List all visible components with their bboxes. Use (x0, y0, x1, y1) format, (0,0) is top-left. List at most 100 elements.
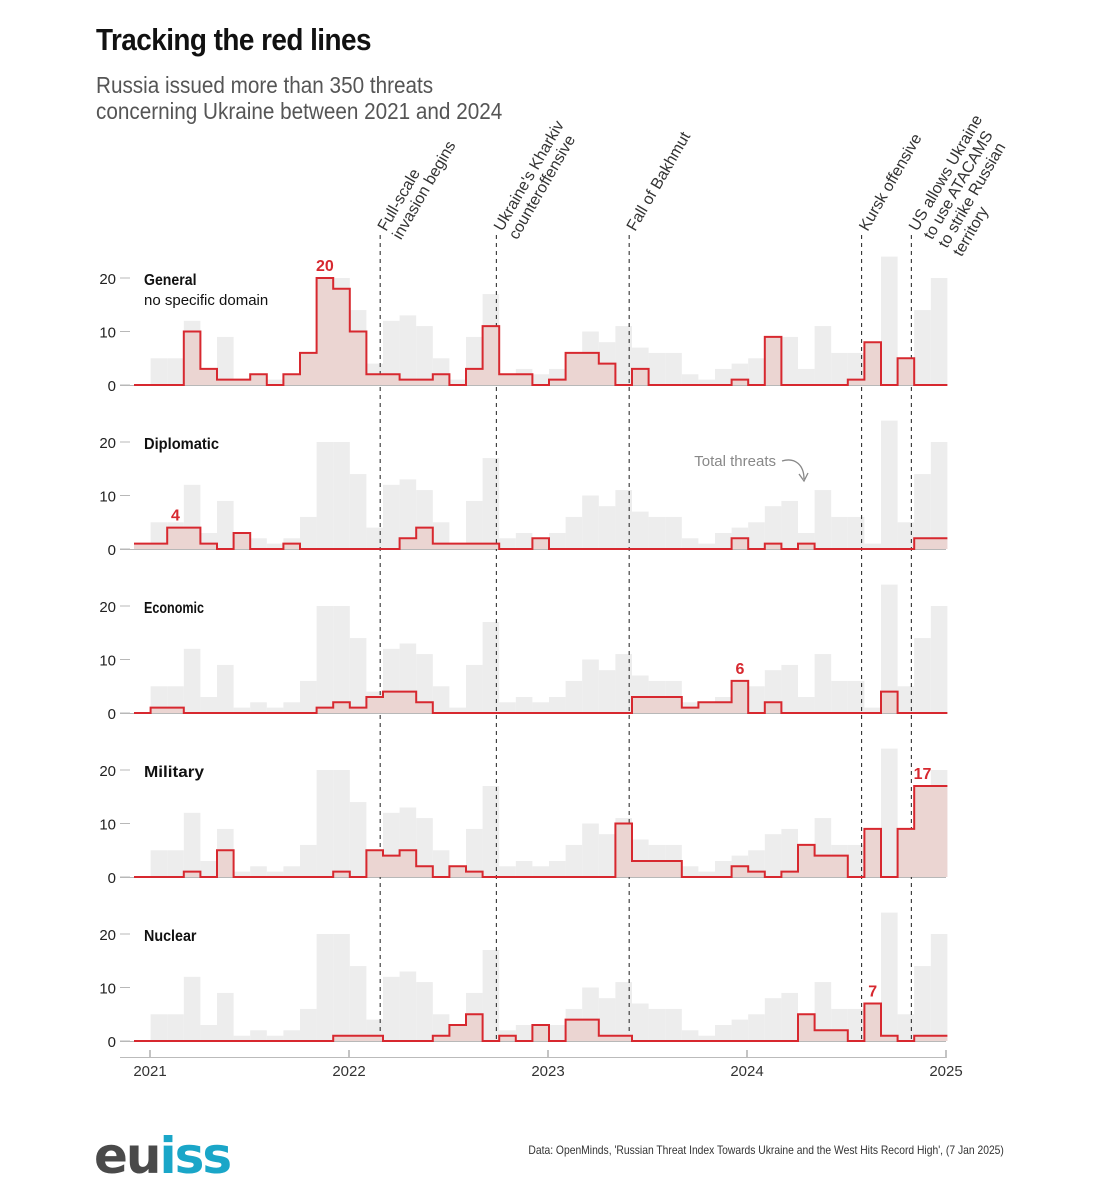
series-fill-general (134, 278, 948, 385)
subtitle-line-2: concerning Ukraine between 2021 and 2024 (96, 98, 503, 124)
panel-label: General (144, 272, 197, 289)
total-bar (698, 1035, 715, 1041)
total-bar (333, 770, 350, 877)
series-fill-military (134, 786, 948, 877)
total-bar (300, 844, 317, 877)
y-tick-label: 20 (99, 435, 116, 452)
panel-economic: 0 10 20 (99, 584, 948, 723)
total-bar (549, 533, 566, 549)
total-bar (897, 522, 915, 550)
total-bar (764, 998, 782, 1041)
total-bar (814, 654, 832, 713)
total-bar (266, 871, 284, 877)
total-bar (150, 850, 168, 878)
panel-label: Nuclear (144, 928, 197, 945)
total-bar (731, 1019, 749, 1041)
total-bar (499, 702, 516, 713)
total-bar (698, 543, 715, 549)
total-bar (416, 818, 433, 877)
y-tick-label: 0 (108, 1034, 116, 1051)
total-bar (383, 484, 400, 549)
total-bar (200, 861, 217, 877)
total-bar (250, 702, 267, 713)
total-bar (416, 654, 433, 713)
total-bar (748, 686, 765, 714)
total-bar (167, 850, 184, 878)
total-bar (333, 442, 350, 549)
panel-label: Economic (144, 600, 204, 617)
total-bar (233, 1035, 251, 1041)
total-bar (217, 336, 234, 385)
total-bar (847, 516, 865, 549)
x-tick-label: 2022 (332, 1063, 365, 1080)
total-bar (781, 992, 798, 1041)
total-bar (881, 912, 898, 1041)
total-bar (847, 1008, 865, 1041)
total-bar (615, 490, 632, 549)
y-tick-label: 10 (99, 817, 116, 834)
total-bar (914, 638, 931, 713)
highlight-label: 17 (914, 766, 932, 783)
total-bar (233, 707, 251, 713)
total-bar (266, 543, 284, 549)
series-fill-nuclear (134, 1003, 948, 1041)
total-bar (930, 606, 948, 713)
y-tick-label: 20 (99, 271, 116, 288)
total-bar (632, 1003, 649, 1041)
total-bar (864, 543, 881, 549)
total-bar (432, 686, 450, 714)
total-bar (349, 802, 367, 877)
total-bar (681, 866, 699, 877)
total-bar (300, 516, 317, 549)
total-bar (217, 664, 234, 713)
total-bar (466, 500, 483, 549)
total-bar (150, 358, 168, 386)
total-bar (715, 368, 732, 385)
total-bar (150, 522, 168, 550)
total-bar (316, 442, 334, 549)
total-bar (781, 828, 798, 877)
total-bar (781, 500, 798, 549)
total-bar (764, 506, 782, 549)
total-bar (615, 326, 632, 385)
total-bar (598, 670, 616, 713)
total-bar (499, 538, 516, 549)
total-bar (200, 1025, 217, 1041)
total-bar (266, 1035, 284, 1041)
total-bar (549, 1025, 566, 1041)
total-bar (316, 606, 334, 713)
total-bar (183, 648, 201, 713)
total-bar (748, 1014, 765, 1042)
y-tick-label: 20 (99, 927, 116, 944)
total-bar (333, 934, 350, 1041)
total-bar (449, 379, 466, 385)
x-tick-label: 2024 (730, 1063, 763, 1080)
highlight-label: 4 (171, 508, 180, 525)
total-bar (881, 584, 898, 713)
total-bar (715, 861, 732, 877)
total-bar (615, 654, 632, 713)
total-threats-annotation: Total threats (694, 453, 776, 470)
chart-foreground-layer: General no specific domain 20 Diplomatic 4 To… (120, 258, 963, 1080)
total-bar (598, 834, 616, 877)
series-line-diplomatic (134, 526, 948, 550)
y-tick-label: 10 (99, 653, 116, 670)
total-bar (283, 1030, 300, 1041)
series-line-military (134, 785, 948, 878)
total-bar (167, 686, 184, 714)
total-bar (798, 697, 815, 713)
total-bar (582, 495, 599, 549)
total-bar (847, 352, 865, 385)
panel-label: Military (144, 764, 204, 781)
total-bar (565, 516, 583, 549)
total-bar (798, 368, 815, 385)
total-bar (515, 861, 533, 877)
total-bar (897, 686, 915, 714)
total-bar (565, 680, 583, 713)
total-bar (930, 934, 948, 1041)
total-bar (349, 474, 367, 549)
